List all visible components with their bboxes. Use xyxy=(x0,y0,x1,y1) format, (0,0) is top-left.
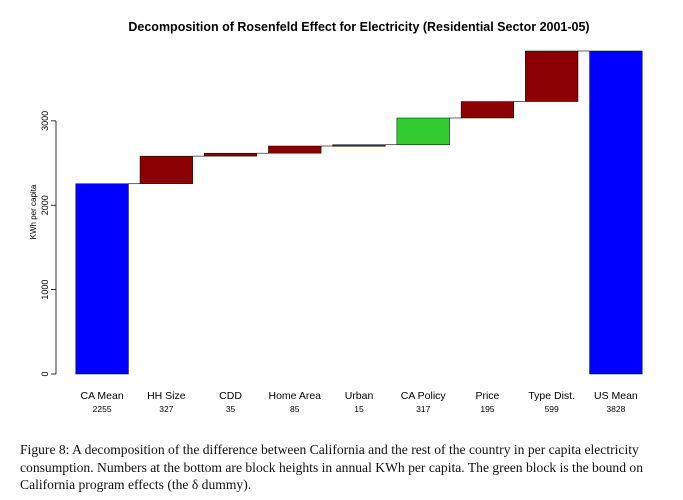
category-label: Type Dist. xyxy=(528,390,575,402)
bar-home-area xyxy=(268,145,322,154)
bar-price xyxy=(460,101,515,119)
value-label: 327 xyxy=(159,404,173,414)
category-label: Price xyxy=(475,390,499,402)
value-label: 85 xyxy=(290,404,300,414)
bars-group xyxy=(75,50,643,375)
value-label: 35 xyxy=(226,404,236,414)
waterfall-chart: Decomposition of Rosenfeld Effect for El… xyxy=(29,20,643,414)
value-label: 3828 xyxy=(606,404,625,414)
value-label: 15 xyxy=(354,404,364,414)
value-label: 317 xyxy=(416,404,430,414)
y-tick-label: 1000 xyxy=(40,280,50,300)
y-tick-label: 3000 xyxy=(40,111,50,131)
y-tick-label: 2000 xyxy=(40,195,50,215)
bar-cdd xyxy=(203,152,258,157)
bar-hh-size xyxy=(139,155,193,184)
value-label: 599 xyxy=(545,404,559,414)
y-tick-label: 0 xyxy=(40,371,50,376)
category-label: CDD xyxy=(219,390,242,402)
connector-lines xyxy=(128,50,590,185)
value-labels: 2255 327 35 85 15 317 195 599 3828 xyxy=(93,404,626,414)
bar-ca-mean xyxy=(75,183,129,375)
category-label: Urban xyxy=(345,390,374,402)
figure-caption: Figure 8: A decomposition of the differe… xyxy=(20,442,644,493)
y-axis: 0 1000 2000 3000 xyxy=(40,111,57,377)
y-axis-label: KWh per capita xyxy=(29,184,38,239)
value-label: 2255 xyxy=(93,404,112,414)
category-label: HH Size xyxy=(147,390,186,402)
category-label: CA Mean xyxy=(81,390,124,402)
bar-urban xyxy=(332,144,386,147)
category-label: Home Area xyxy=(269,390,322,402)
bar-type-dist xyxy=(525,50,579,102)
value-label: 195 xyxy=(480,404,494,414)
chart-title: Decomposition of Rosenfeld Effect for El… xyxy=(128,20,589,34)
category-label: CA Policy xyxy=(401,390,447,402)
bar-ca-policy xyxy=(396,117,450,145)
category-label: US Mean xyxy=(594,390,638,402)
bar-us-mean xyxy=(589,50,643,375)
category-labels: CA Mean HH Size CDD Home Area Urban CA Policy… xyxy=(81,390,638,402)
